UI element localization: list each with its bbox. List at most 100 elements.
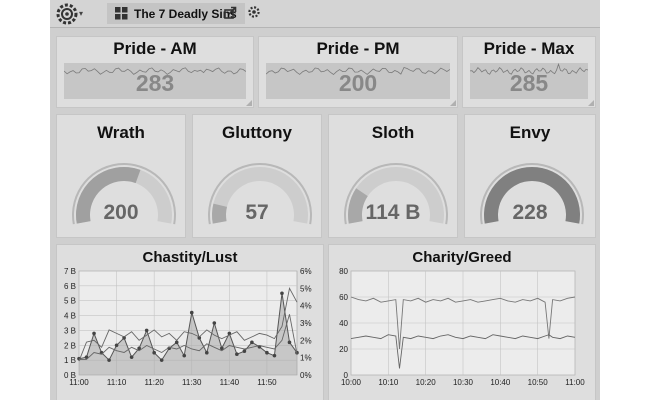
gauge-panel-wrath[interactable]: Wrath 200 xyxy=(56,114,186,238)
data-point xyxy=(250,340,254,345)
data-point xyxy=(129,355,134,359)
y2-tick-label: 3% xyxy=(300,319,312,328)
sparkline: 285 xyxy=(470,63,588,99)
y-tick-label: 4 B xyxy=(64,312,76,321)
y-tick-label: 20 xyxy=(339,345,348,354)
x-tick-label: 11:30 xyxy=(182,378,202,387)
gauge-fill xyxy=(484,167,580,224)
data-point xyxy=(272,353,277,358)
series-line xyxy=(79,314,298,360)
sparkline: 283 xyxy=(64,63,246,99)
stat-panel-pride-am[interactable]: Pride - AM 283 xyxy=(56,36,254,108)
sparkline-trace xyxy=(64,63,246,79)
gauge-panel-envy[interactable]: Envy 228 xyxy=(464,114,596,238)
x-tick-label: 11:40 xyxy=(220,378,240,387)
top-navbar: ▾ The 7 Deadly Sins xyxy=(50,0,600,28)
series-area xyxy=(79,293,297,375)
x-tick-label: 10:50 xyxy=(528,378,549,387)
panel-title: Pride - PM xyxy=(316,39,400,58)
gauge-value: 114 B xyxy=(365,201,421,224)
panel-title: Gluttony xyxy=(222,123,292,142)
gauge-value: 57 xyxy=(245,201,269,224)
panel-title: Envy xyxy=(509,123,551,142)
main-menu-button[interactable]: ▾ xyxy=(56,2,86,25)
gauge-arc xyxy=(480,163,584,225)
sparkline-path xyxy=(64,68,246,75)
stat-panel-pride-max[interactable]: Pride - Max 285 xyxy=(462,36,596,108)
panel-title: Sloth xyxy=(371,123,415,142)
gauge-panel-sloth[interactable]: Sloth 114 B xyxy=(328,114,458,238)
graph-panel-chastity-lust[interactable]: Chastity/Lust 0 B 1 B 2 B 3 B 4 B 5 B 6 B 7 B 0%… xyxy=(56,244,324,400)
data-point xyxy=(137,346,141,351)
y2-tick-label: 2% xyxy=(300,336,312,345)
dashboard-title: The 7 Deadly Sins xyxy=(134,6,237,21)
grafana-gear-icon xyxy=(56,3,78,24)
gauge-fill xyxy=(76,167,141,224)
data-point xyxy=(265,350,269,355)
gauge-fill xyxy=(212,203,227,224)
panel-title: Charity/Greed xyxy=(412,249,512,266)
data-point xyxy=(212,321,217,325)
sparkline: 200 xyxy=(266,63,450,99)
sparkline-path xyxy=(266,68,450,75)
x-tick-label: 10:40 xyxy=(490,378,511,387)
gauge-panel-gluttony[interactable]: Gluttony 57 xyxy=(192,114,322,238)
data-point xyxy=(182,353,187,358)
resize-handle[interactable] xyxy=(450,100,456,106)
charity-greed-chart: 0 20 40 60 80 10:00 10:10 10:20 10:30 10:40 10:50 1… xyxy=(339,267,585,387)
data-point xyxy=(174,340,179,345)
gear-icon[interactable] xyxy=(248,6,260,18)
data-point xyxy=(220,346,224,351)
gauge-arc xyxy=(208,163,312,225)
x-tick-label: 10:20 xyxy=(416,378,437,387)
stat-value: 283 xyxy=(135,70,175,96)
dashboard-grid-icon xyxy=(115,7,128,20)
gauge-track xyxy=(212,167,308,224)
graph-panel-charity-greed[interactable]: Charity/Greed 0 20 40 60 80 10:00 10:10 10:20 10… xyxy=(328,244,596,400)
panel-title: Chastity/Lust xyxy=(142,249,238,266)
y-tick-label: 60 xyxy=(339,293,348,302)
data-point xyxy=(287,340,292,345)
x-tick-label: 10:00 xyxy=(341,378,362,387)
data-point xyxy=(144,328,149,333)
panel-title: Wrath xyxy=(97,123,145,142)
x-tick-label: 10:30 xyxy=(453,378,474,387)
dashboard: ▾ The 7 Deadly Sins Pride - AM 283 xyxy=(50,0,600,400)
series-line xyxy=(78,286,298,362)
x-tick-label: 11:20 xyxy=(144,378,164,387)
gauge-value: 228 xyxy=(512,201,548,224)
gauge-value: 200 xyxy=(103,201,139,224)
data-point xyxy=(114,343,119,348)
dashboard-title-button[interactable]: The 7 Deadly Sins xyxy=(107,3,245,24)
resize-handle[interactable] xyxy=(588,100,594,106)
y-tick-label: 6 B xyxy=(64,282,76,291)
share-icon[interactable] xyxy=(224,6,237,19)
y-tick-label: 40 xyxy=(339,319,348,328)
panel-title: Pride - Max xyxy=(483,39,575,58)
x-tick-label: 11:50 xyxy=(257,378,277,387)
x-tick-label: 10:10 xyxy=(378,378,399,387)
y-tick-label: 5 B xyxy=(64,297,76,306)
gauge-arc xyxy=(72,163,176,225)
gauge-arc xyxy=(344,163,448,225)
sparkline-path xyxy=(470,64,588,74)
y2-tick-label: 6% xyxy=(300,267,312,276)
y2-tick-label: 1% xyxy=(300,354,312,363)
stat-panel-pride-pm[interactable]: Pride - PM 200 xyxy=(258,36,458,108)
gauge-track xyxy=(348,167,444,224)
y-tick-label: 0 B xyxy=(64,371,76,380)
caret-down-icon: ▾ xyxy=(79,9,84,18)
series-line xyxy=(350,296,576,350)
x-tick-label: 11:00 xyxy=(69,378,89,387)
y-tick-label: 2 B xyxy=(64,341,76,350)
x-tick-label: 11:00 xyxy=(565,378,585,387)
y-tick-label: 0 xyxy=(344,371,349,380)
y2-tick-label: 0% xyxy=(300,371,312,380)
data-point xyxy=(152,350,156,355)
data-point xyxy=(235,352,239,356)
resize-handle[interactable] xyxy=(246,100,252,106)
data-point xyxy=(204,350,209,355)
y-tick-label: 7 B xyxy=(64,267,76,276)
stat-value: 285 xyxy=(509,70,549,96)
y-tick-label: 3 B xyxy=(64,326,76,335)
